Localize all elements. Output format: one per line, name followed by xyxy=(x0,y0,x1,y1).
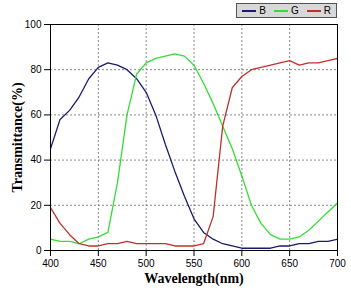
html-text:B: B xyxy=(259,5,266,16)
svg-text:80: 80 xyxy=(30,64,42,75)
svg-text:20: 20 xyxy=(30,200,42,211)
svg-text:400: 400 xyxy=(42,258,59,269)
html-text:R: R xyxy=(323,5,331,16)
svg-text:0: 0 xyxy=(36,245,42,256)
svg-text:450: 450 xyxy=(90,258,107,269)
svg-text:Wavelength(nm): Wavelength(nm) xyxy=(144,271,244,287)
svg-text:700: 700 xyxy=(329,258,346,269)
svg-text:60: 60 xyxy=(30,109,42,120)
svg-text:500: 500 xyxy=(138,258,155,269)
svg-text:650: 650 xyxy=(281,258,298,269)
svg-text:Transmittance(%): Transmittance(%) xyxy=(10,82,26,192)
svg-text:100: 100 xyxy=(25,19,42,30)
svg-text:600: 600 xyxy=(233,258,250,269)
html-text:G: G xyxy=(291,5,299,16)
svg-text:550: 550 xyxy=(186,258,203,269)
svg-text:40: 40 xyxy=(30,154,42,165)
